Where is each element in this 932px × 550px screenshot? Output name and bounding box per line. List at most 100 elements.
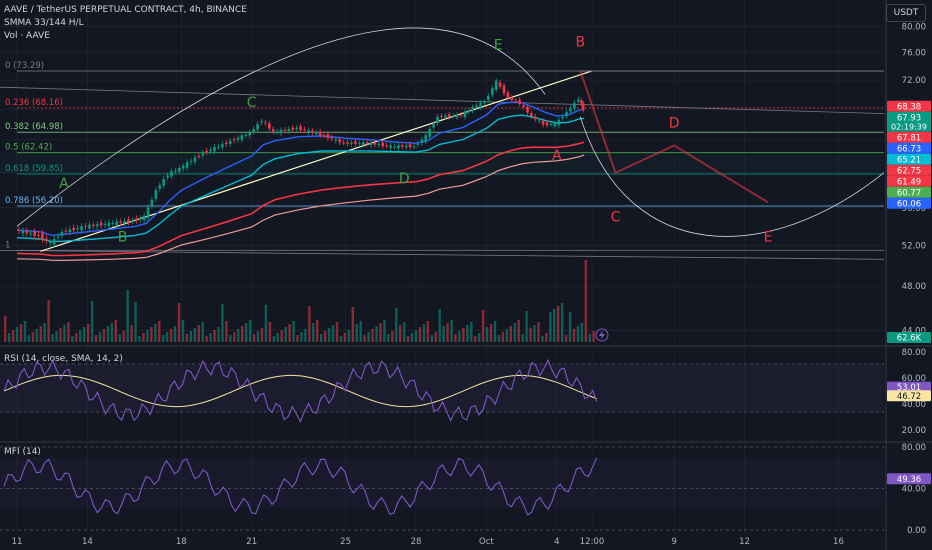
candle-body (318, 131, 322, 136)
volume-bar (513, 323, 516, 342)
candle-body (338, 139, 342, 143)
candle-body (189, 161, 193, 163)
candle-body (158, 185, 162, 189)
volume-bar (165, 332, 169, 342)
candle-body (72, 227, 76, 231)
candle-body (424, 135, 428, 142)
candle-body (256, 124, 259, 130)
candle-body (283, 129, 287, 131)
candle-body (404, 145, 408, 148)
volume-bar (446, 323, 449, 342)
currency-button[interactable]: USDT (886, 4, 926, 22)
volume-bar (71, 336, 74, 342)
volume-bar (75, 333, 78, 342)
pattern-label: D (399, 171, 410, 187)
price-tag (887, 142, 931, 154)
volume-bar (181, 320, 185, 342)
volume-bar (312, 323, 315, 342)
price-tag-label: 61.49 (897, 177, 921, 187)
volume-bar (201, 322, 204, 342)
fib-level-label: 0.236 (68.16) (5, 98, 63, 108)
fib-level-label: 0 (73.29) (5, 61, 44, 71)
pattern-label: B (118, 230, 128, 246)
candle-body (479, 102, 482, 108)
candle-body (357, 143, 361, 145)
rsi-title: RSI (14, close, SMA, 14, 2) (4, 354, 123, 364)
volume-bar (154, 324, 157, 342)
volume-bar (11, 330, 15, 342)
x-tick-label: 12:00 (580, 537, 605, 547)
smma-mid-line (16, 114, 585, 243)
y-tick-label: 80.00 (902, 23, 926, 33)
volume-bar (292, 321, 295, 342)
volume-bar (489, 324, 493, 342)
volume-bar (197, 325, 200, 342)
volume-bar (7, 333, 11, 342)
candle-body (56, 236, 60, 238)
candle-body (579, 100, 583, 104)
projection-zigzag (579, 70, 769, 204)
volume-tag-label: 62.6K (897, 334, 922, 344)
fib-level-label: 0.786 (56.20) (5, 196, 63, 206)
arc-path (16, 27, 546, 227)
volume-bar (229, 335, 232, 342)
candle-body (533, 116, 537, 120)
candle-body (193, 157, 197, 162)
x-tick-label: 9 (671, 537, 676, 547)
volume-bar (130, 325, 133, 342)
candle-body (522, 104, 525, 107)
candle-body (197, 156, 201, 158)
rsi-y-tick: 60.00 (902, 374, 926, 384)
candle-body (119, 221, 122, 223)
volume-bar (454, 334, 457, 342)
candle-body (581, 103, 585, 111)
volume-bar (280, 330, 283, 342)
candle-body (60, 231, 64, 236)
fib-level-label: 0.5 (62.42) (5, 143, 52, 153)
candle-body (385, 145, 388, 147)
symbol-legend[interactable]: AAVE / TetherUS PERPETUAL CONTRACT, 4h, … (4, 5, 247, 15)
smma-legend[interactable]: SMMA 33/144 H/L (4, 18, 84, 28)
fib-level-label: 0.618 (59.85) (5, 164, 63, 174)
volume-bar (422, 324, 426, 342)
price-tag-label: 60.06 (897, 199, 921, 209)
price-tag (887, 100, 931, 112)
volume-bar (327, 328, 331, 342)
candle-body (221, 144, 224, 148)
volume-bar (462, 328, 465, 342)
candle-body (205, 150, 209, 153)
fib-zone (0, 152, 884, 174)
candle-body (135, 218, 138, 221)
x-tick-label: 4 (554, 537, 559, 547)
volume-bar (387, 334, 390, 342)
volume-bar (67, 322, 70, 342)
candle-body (490, 88, 494, 95)
candle-body (52, 239, 56, 245)
candle-body (510, 97, 514, 101)
candle-body (400, 145, 404, 147)
volume-bar (406, 336, 410, 342)
candle-body (549, 124, 553, 126)
volume-bar (331, 325, 335, 342)
volume-bar (51, 334, 54, 342)
candle-body (537, 120, 541, 122)
candle-body (334, 139, 338, 141)
rsi-band (0, 364, 884, 412)
volume-legend[interactable]: Vol · AAVE (4, 31, 50, 41)
rsi-sma-line (3, 374, 597, 408)
volume-bar (430, 335, 433, 342)
volume-bar (391, 331, 394, 342)
candle-body (271, 129, 275, 132)
x-tick-label: Oct (479, 537, 494, 547)
candle-body (447, 114, 451, 117)
price-tag-countdown: 02:19:39 (891, 122, 927, 131)
volume-bar (485, 327, 489, 342)
volume-bar (418, 327, 422, 342)
volume-bar (359, 321, 362, 342)
x-tick-label: 28 (411, 537, 422, 547)
volume-bar (363, 335, 366, 342)
volume-bar (169, 329, 173, 342)
candle-body (322, 135, 326, 137)
candle-body (37, 234, 40, 236)
